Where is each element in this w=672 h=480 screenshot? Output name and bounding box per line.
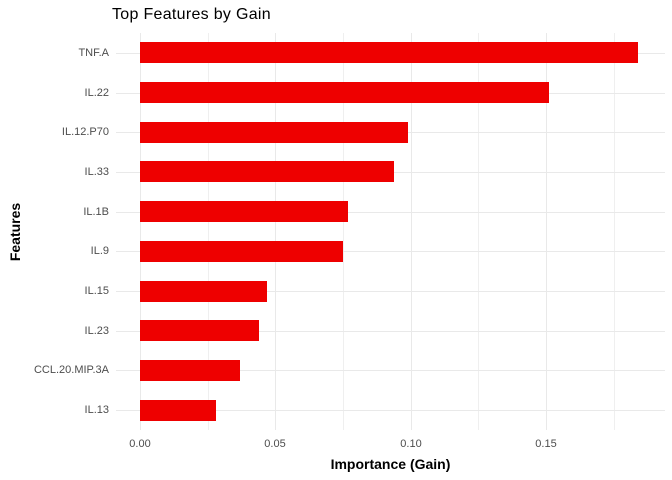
bar-TNF.A bbox=[140, 42, 638, 63]
y-axis-label: IL.22 bbox=[84, 87, 109, 99]
x-major-gridline bbox=[546, 33, 547, 430]
x-minor-gridline bbox=[613, 33, 615, 430]
bar-IL.33 bbox=[140, 161, 394, 182]
x-major-gridline bbox=[140, 33, 141, 430]
x-axis-tick-label: 0.15 bbox=[535, 438, 557, 450]
x-axis-tick-label: 0.05 bbox=[264, 438, 286, 450]
y-axis-label: IL.23 bbox=[84, 325, 109, 337]
y-axis-label: IL.12.P70 bbox=[61, 126, 109, 138]
x-major-gridline bbox=[410, 33, 412, 430]
bar-IL.13 bbox=[140, 400, 216, 421]
bar-IL.15 bbox=[140, 281, 267, 302]
chart-title: Top Features by Gain bbox=[112, 6, 271, 23]
y-major-gridline bbox=[116, 251, 665, 252]
y-axis-label: IL.13 bbox=[84, 404, 109, 416]
bar-IL.22 bbox=[140, 82, 549, 103]
y-axis-label: TNF.A bbox=[78, 47, 109, 59]
x-minor-gridline bbox=[343, 33, 344, 430]
x-axis-title: Importance (Gain) bbox=[330, 456, 451, 472]
bar-IL.9 bbox=[140, 241, 343, 262]
x-minor-gridline bbox=[478, 33, 480, 430]
x-major-gridline bbox=[275, 33, 277, 430]
y-major-gridline bbox=[116, 370, 665, 371]
y-axis-label: CCL.20.MIP.3A bbox=[33, 364, 109, 376]
x-axis-tick-label: 0.00 bbox=[129, 438, 151, 450]
y-major-gridline bbox=[116, 410, 665, 411]
y-axis-label: IL.9 bbox=[90, 245, 109, 257]
x-minor-gridline bbox=[207, 33, 209, 430]
x-axis-tick-label: 0.10 bbox=[400, 438, 422, 450]
bar-IL.12.P70 bbox=[140, 122, 408, 143]
y-major-gridline bbox=[116, 212, 665, 213]
bar-CCL.20.MIP.3A bbox=[140, 360, 240, 381]
y-axis-label: IL.15 bbox=[84, 285, 109, 297]
y-major-gridline bbox=[116, 331, 665, 332]
y-major-gridline bbox=[116, 291, 665, 292]
plot-panel bbox=[116, 33, 665, 430]
y-axis-label: IL.33 bbox=[84, 166, 109, 178]
bar-IL.1B bbox=[140, 201, 348, 222]
bar-IL.23 bbox=[140, 320, 259, 341]
y-axis-label: IL.1B bbox=[83, 206, 109, 218]
